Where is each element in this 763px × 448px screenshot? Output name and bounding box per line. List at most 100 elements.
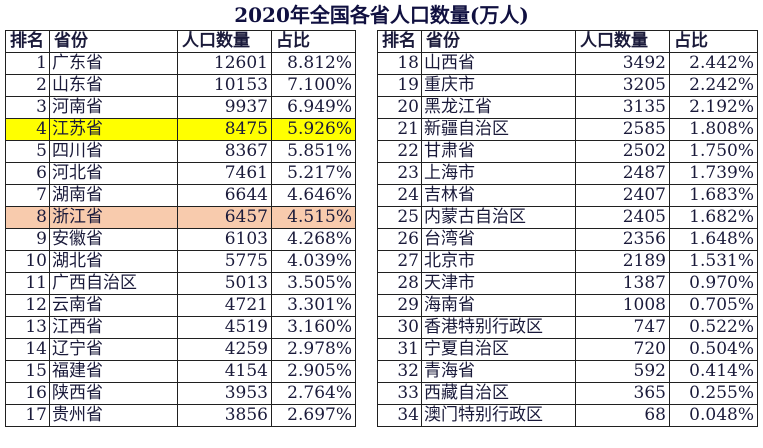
header-row: 排名 省份 人口数量 占比 [377, 30, 758, 53]
population-cell: 3492 [575, 52, 670, 75]
population-cell: 6103 [177, 228, 272, 251]
province-cell: 云南省 [49, 294, 178, 317]
province-cell: 新疆自治区 [421, 118, 576, 141]
population-cell: 2487 [575, 162, 670, 185]
table-row: 29 海南省 1008 0.705% [377, 294, 758, 317]
rank-cell: 21 [377, 118, 422, 141]
table-row: 15 福建省 4154 2.905% [5, 360, 356, 383]
province-cell: 广东省 [49, 52, 178, 75]
population-cell: 4154 [177, 360, 272, 383]
share-cell: 2.242% [669, 74, 758, 97]
rank-cell: 24 [377, 184, 422, 207]
table-row: 13 江西省 4519 3.160% [5, 316, 356, 339]
header-share: 占比 [271, 30, 356, 53]
share-cell: 0.504% [669, 338, 758, 361]
population-cell: 1387 [575, 272, 670, 295]
page-title: 2020年全国各省人口数量(万人) [234, 3, 529, 27]
table-row: 20 黑龙江省 3135 2.192% [377, 96, 758, 119]
rank-cell: 18 [377, 52, 422, 75]
share-cell: 6.949% [271, 96, 356, 119]
province-cell: 香港特别行政区 [421, 316, 576, 339]
table-row: 14 辽宁省 4259 2.978% [5, 338, 356, 361]
rank-cell: 17 [5, 404, 50, 427]
rank-cell: 14 [5, 338, 50, 361]
table-row: 11 广西自治区 5013 3.505% [5, 272, 356, 295]
table-row: 28 天津市 1387 0.970% [377, 272, 758, 295]
rank-cell: 7 [5, 184, 50, 207]
table-row: 12 云南省 4721 3.301% [5, 294, 356, 317]
table-row: 22 甘肃省 2502 1.750% [377, 140, 758, 163]
province-cell: 贵州省 [49, 404, 178, 427]
share-cell: 1.808% [669, 118, 758, 141]
population-cell: 2189 [575, 250, 670, 273]
rank-cell: 22 [377, 140, 422, 163]
share-cell: 0.048% [669, 404, 758, 427]
rank-cell: 25 [377, 206, 422, 229]
header-rank: 排名 [5, 30, 50, 53]
province-cell: 浙江省 [49, 206, 178, 229]
header-province: 省份 [421, 30, 576, 53]
province-cell: 辽宁省 [49, 338, 178, 361]
population-cell: 8367 [177, 140, 272, 163]
rank-cell: 1 [5, 52, 50, 75]
province-cell: 上海市 [421, 162, 576, 185]
population-cell: 2502 [575, 140, 670, 163]
rank-cell: 28 [377, 272, 422, 295]
province-cell: 山西省 [421, 52, 576, 75]
share-cell: 2.442% [669, 52, 758, 75]
table-row: 8 浙江省 6457 4.515% [5, 206, 356, 229]
rank-cell: 23 [377, 162, 422, 185]
province-cell: 重庆市 [421, 74, 576, 97]
rank-cell: 11 [5, 272, 50, 295]
province-cell: 江西省 [49, 316, 178, 339]
province-cell: 湖南省 [49, 184, 178, 207]
table-row: 2 山东省 10153 7.100% [5, 74, 356, 97]
table-row: 27 北京市 2189 1.531% [377, 250, 758, 273]
province-cell: 黑龙江省 [421, 96, 576, 119]
rank-cell: 9 [5, 228, 50, 251]
population-cell: 3135 [575, 96, 670, 119]
population-cell: 8475 [177, 118, 272, 141]
share-cell: 3.301% [271, 294, 356, 317]
table-row: 32 青海省 592 0.414% [377, 360, 758, 383]
share-cell: 4.268% [271, 228, 356, 251]
rank-cell: 3 [5, 96, 50, 119]
table-row: 34 澳门特别行政区 68 0.048% [377, 404, 758, 427]
table-row: 23 上海市 2487 1.739% [377, 162, 758, 185]
rank-cell: 2 [5, 74, 50, 97]
table-row: 4 江苏省 8475 5.926% [5, 118, 356, 141]
table-row: 26 台湾省 2356 1.648% [377, 228, 758, 251]
province-cell: 山东省 [49, 74, 178, 97]
table-row: 30 香港特别行政区 747 0.522% [377, 316, 758, 339]
province-cell: 江苏省 [49, 118, 178, 141]
province-cell: 吉林省 [421, 184, 576, 207]
population-cell: 10153 [177, 74, 272, 97]
header-share: 占比 [669, 30, 758, 53]
share-cell: 4.039% [271, 250, 356, 273]
population-cell: 5013 [177, 272, 272, 295]
province-cell: 内蒙古自治区 [421, 206, 576, 229]
table-row: 3 河南省 9937 6.949% [5, 96, 356, 119]
population-cell: 7461 [177, 162, 272, 185]
share-cell: 0.522% [669, 316, 758, 339]
table-row: 24 吉林省 2407 1.683% [377, 184, 758, 207]
rank-cell: 5 [5, 140, 50, 163]
table-row: 33 西藏自治区 365 0.255% [377, 382, 758, 405]
share-cell: 2.978% [271, 338, 356, 361]
province-cell: 福建省 [49, 360, 178, 383]
population-cell: 3205 [575, 74, 670, 97]
share-cell: 0.705% [669, 294, 758, 317]
province-cell: 四川省 [49, 140, 178, 163]
share-cell: 0.414% [669, 360, 758, 383]
share-cell: 1.648% [669, 228, 758, 251]
population-cell: 2405 [575, 206, 670, 229]
share-cell: 1.531% [669, 250, 758, 273]
rank-cell: 6 [5, 162, 50, 185]
table-row: 7 湖南省 6644 4.646% [5, 184, 356, 207]
table-row: 5 四川省 8367 5.851% [5, 140, 356, 163]
rank-cell: 33 [377, 382, 422, 405]
share-cell: 2.192% [669, 96, 758, 119]
population-cell: 4721 [177, 294, 272, 317]
population-cell: 2356 [575, 228, 670, 251]
province-cell: 西藏自治区 [421, 382, 576, 405]
